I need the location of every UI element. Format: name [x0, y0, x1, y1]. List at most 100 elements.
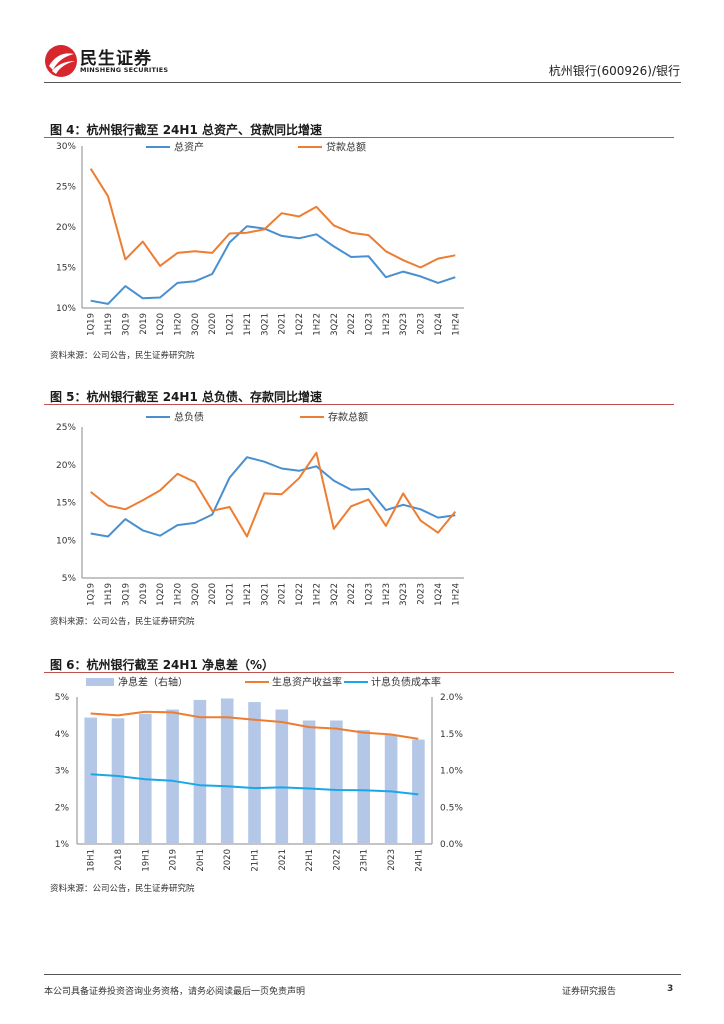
- figure-4-x-tick-label: 1Q23: [365, 313, 375, 336]
- figure-6-bar: [357, 730, 370, 844]
- figure-5-x-tick-label: 1Q20: [156, 583, 166, 606]
- figure-5-legend-label-1: 总负债: [174, 411, 204, 424]
- figure-6-bar: [302, 720, 316, 844]
- figure-4-x-tick-label: 1Q20: [156, 313, 166, 336]
- figure-5-x-tick-label: 2019: [139, 583, 149, 605]
- figure-4-x-tick-label: 3Q19: [121, 313, 131, 336]
- figure-6-bar: [166, 709, 179, 844]
- figure-6-x-tick-label: 18H1: [87, 849, 97, 872]
- figure-5-series-2-line: [90, 451, 457, 538]
- figure-5-x-tick-label: 2021: [278, 583, 288, 605]
- figure-6-y-tick-right: 1.0%: [440, 767, 463, 777]
- figure-6-legend-swatch-bar: [86, 678, 114, 686]
- figure-5-y-tick-label: 20%: [56, 461, 76, 471]
- figure-4-x-tick-label: 3Q21: [260, 313, 270, 336]
- figure-4-y-tick-label: 25%: [56, 183, 76, 193]
- figure-5-x-tick-label: 1H22: [312, 583, 322, 606]
- figure-4-y-tick-label: 30%: [56, 142, 76, 152]
- figure-4-legend-label-2: 贷款总额: [326, 141, 366, 154]
- figure-6-x-tick-label: 2020: [223, 849, 233, 871]
- figure-5-x-tick-label: 3Q21: [260, 583, 270, 606]
- figure-6-legend-label-2: 计息负债成本率: [371, 676, 441, 689]
- figure-5-x-tick-label: 3Q22: [330, 583, 340, 606]
- figure-4-x-tick-label: 2020: [208, 313, 218, 335]
- figure-4-x-tick-label: 2019: [139, 313, 149, 335]
- figure-6-bar: [84, 717, 97, 844]
- figure-6-series-2-line: [90, 773, 419, 796]
- figure-6-legend-label-1: 生息资产收益率: [272, 676, 342, 689]
- figure-5-x-tick-label: 2022: [347, 583, 357, 605]
- figure-5-x-tick-label: 1Q23: [365, 583, 375, 606]
- figure-6-x-tick-label: 24H1: [414, 849, 424, 872]
- figure-5-x-tick-label: 2023: [417, 583, 427, 605]
- figure-4-x-tick-label: 3Q20: [191, 313, 201, 336]
- figure-6-y-tick-left: 5%: [55, 693, 70, 703]
- figure-5-legend-label-2: 存款总额: [328, 411, 368, 424]
- figure-4-y-tick-label: 20%: [56, 223, 76, 233]
- figure-4-x-tick-label: 1Q21: [226, 313, 236, 336]
- figure-4-x-tick-label: 3Q23: [399, 313, 409, 336]
- footer-divider: [44, 974, 681, 975]
- minsheng-logo-icon: [45, 45, 77, 77]
- figure-5-rule: [44, 404, 674, 405]
- figure-6-x-tick-label: 2022: [332, 849, 342, 871]
- figure-6-y-tick-left: 2%: [55, 803, 70, 813]
- figure-4-x-tick-label: 1Q22: [295, 313, 305, 336]
- figure-6-x-tick-label: 21H1: [251, 849, 261, 872]
- figure-6-title: 图 6：杭州银行截至 24H1 净息差（%）: [50, 658, 274, 672]
- figure-4-legend-label-1: 总资产: [174, 141, 204, 154]
- figure-6-x-tick-label: 23H1: [360, 849, 370, 872]
- figure-6-x-tick-label: 22H1: [305, 849, 315, 872]
- figure-6-y-tick-right: 1.5%: [440, 730, 463, 740]
- figure-4-x-tick-label: 1H20: [174, 313, 184, 336]
- figure-5-title: 图 5：杭州银行截至 24H1 总负债、存款同比增速: [50, 390, 322, 404]
- figure-4-x-tick-label: 3Q22: [330, 313, 340, 336]
- figure-6-y-tick-right: 2.0%: [440, 693, 463, 703]
- figure-6-bar: [412, 739, 425, 844]
- figure-5-x-tick-label: 1Q21: [226, 583, 236, 606]
- figure-4-x-tick-label: 2022: [347, 313, 357, 335]
- figure-5-x-tick-label: 1H20: [174, 583, 184, 606]
- footer-disclaimer: 本公司具备证券投资咨询业务资格，请务必阅读最后一页免责声明: [44, 987, 306, 997]
- figure-6-x-tick-label: 2019: [169, 849, 179, 871]
- logo-subtitle: MINSHENG SECURITIES: [80, 66, 169, 74]
- figure-6-bar: [220, 698, 234, 844]
- logo-text: 民生证券: [80, 49, 152, 69]
- figure-4-y-tick-label: 15%: [56, 264, 76, 274]
- figure-4-x-tick-label: 1H24: [451, 313, 461, 336]
- figure-5-series-1-line: [90, 456, 456, 538]
- figure-6-legend-label-bar: 净息差（右轴）: [118, 676, 188, 689]
- figure-5-x-tick-label: 3Q19: [121, 583, 131, 606]
- figure-4-x-tick-label: 1H21: [243, 313, 253, 336]
- figure-6-series-1-line: [90, 710, 419, 740]
- figure-5-x-tick-label: 1Q22: [295, 583, 305, 606]
- figure-5-y-tick-label: 15%: [56, 499, 76, 509]
- figure-6-bar: [275, 709, 289, 844]
- document-title: 杭州银行(600926)/银行: [548, 64, 680, 78]
- figure-4-rule: [44, 137, 674, 138]
- figure-4-x-tick-label: 1H23: [382, 313, 392, 336]
- figure-6-bar: [193, 699, 207, 844]
- figure-5-x-tick-label: 1H23: [382, 583, 392, 606]
- figure-4-title: 图 4：杭州银行截至 24H1 总资产、贷款同比增速: [50, 123, 322, 137]
- figure-6-bar: [384, 734, 398, 844]
- page-number: 3: [667, 984, 674, 994]
- figure-5-y-tick-label: 5%: [62, 574, 77, 584]
- figure-6-y-tick-right: 0.0%: [440, 840, 463, 850]
- footer-report-type: 证券研究报告: [562, 987, 617, 997]
- figure-6-x-tick-label: 2018: [114, 849, 124, 871]
- figure-6-bar: [111, 718, 125, 844]
- figure-5-x-tick-label: 3Q23: [399, 583, 409, 606]
- figure-6-y-tick-right: 0.5%: [440, 803, 463, 813]
- header-divider: [44, 82, 681, 83]
- figure-6-y-tick-left: 1%: [55, 840, 70, 850]
- figure-5-x-tick-label: 2020: [208, 583, 218, 605]
- figure-4-series-2-line: [89, 168, 456, 269]
- figure-4-x-tick-label: 1H22: [312, 313, 322, 336]
- figure-4-x-tick-label: 2023: [417, 313, 427, 335]
- figure-6-x-tick-label: 2021: [278, 849, 288, 871]
- figure-6-source: 资料来源：公司公告，民生证券研究院: [50, 884, 195, 894]
- figure-5-y-tick-label: 25%: [56, 423, 76, 433]
